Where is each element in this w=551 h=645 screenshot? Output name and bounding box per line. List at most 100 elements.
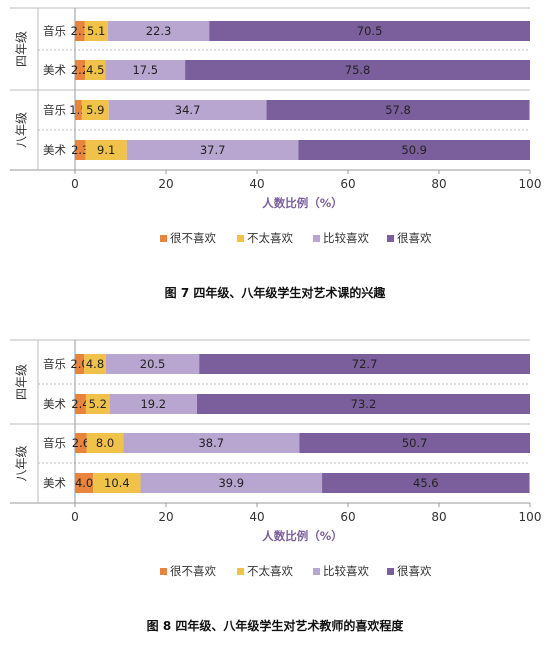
data-label: 2.3 bbox=[71, 143, 89, 157]
legend-entry: 不太喜欢 bbox=[247, 231, 293, 245]
legend-entry: 很喜欢 bbox=[397, 231, 432, 245]
category-label: 美术 bbox=[43, 476, 66, 490]
bar-segment bbox=[108, 100, 267, 120]
data-label: 2.6 bbox=[72, 436, 90, 450]
bar-segment bbox=[75, 473, 94, 493]
legend-entry: 很不喜欢 bbox=[170, 231, 216, 245]
bar-segment bbox=[75, 60, 86, 80]
bar-segment bbox=[126, 140, 299, 160]
bar-segment bbox=[299, 433, 530, 453]
data-label: 70.5 bbox=[357, 24, 383, 38]
data-label: 39.9 bbox=[218, 476, 244, 490]
bar-segment bbox=[75, 433, 87, 453]
data-label: 5.2 bbox=[89, 397, 107, 411]
data-label: 50.7 bbox=[402, 436, 428, 450]
bar-segment bbox=[105, 60, 186, 80]
x-axis-label: 人数比例（%） bbox=[262, 529, 343, 543]
bar-segment bbox=[75, 21, 85, 41]
data-label: 45.6 bbox=[413, 476, 439, 490]
x-tick-label: 80 bbox=[431, 510, 446, 524]
legend-entry: 比较喜欢 bbox=[323, 231, 369, 245]
bar-segment bbox=[86, 433, 124, 453]
data-label: 5.9 bbox=[86, 103, 104, 117]
legend-swatch bbox=[237, 235, 244, 242]
legend-swatch bbox=[313, 235, 320, 242]
group-label: 八年级 bbox=[15, 112, 29, 148]
x-tick-label: 60 bbox=[340, 177, 355, 191]
bar-segment bbox=[105, 354, 200, 374]
data-label: 9.1 bbox=[97, 143, 115, 157]
bar-segment bbox=[266, 100, 530, 120]
data-label: 10.4 bbox=[104, 476, 130, 490]
legend-swatch bbox=[387, 568, 394, 575]
legend-swatch bbox=[237, 568, 244, 575]
legend-entry: 比较喜欢 bbox=[323, 564, 369, 578]
bar-segment bbox=[196, 394, 530, 414]
category-label: 音乐 bbox=[43, 24, 66, 38]
bar-segment bbox=[185, 60, 531, 80]
data-label: 4.8 bbox=[86, 357, 104, 371]
figure-caption: 图 7 四年级、八年级学生对艺术课的兴趣 bbox=[165, 285, 387, 300]
data-label: 38.7 bbox=[198, 436, 224, 450]
group-label: 八年级 bbox=[15, 445, 29, 481]
legend-swatch bbox=[387, 235, 394, 242]
bar-segment bbox=[107, 21, 210, 41]
x-tick-label: 20 bbox=[158, 177, 173, 191]
bar-segment bbox=[298, 140, 530, 160]
bar-segment bbox=[199, 354, 530, 374]
data-label: 34.7 bbox=[175, 103, 201, 117]
bar-segment bbox=[84, 21, 108, 41]
x-axis-label: 人数比例（%） bbox=[262, 196, 343, 210]
x-tick-label: 0 bbox=[71, 510, 79, 524]
x-tick-label: 100 bbox=[519, 177, 542, 191]
data-label: 20.5 bbox=[140, 357, 166, 371]
bar-segment bbox=[75, 100, 82, 120]
data-label: 17.5 bbox=[132, 63, 158, 77]
data-label: 2.2 bbox=[71, 63, 89, 77]
category-label: 美术 bbox=[43, 397, 66, 411]
bar-segment bbox=[85, 140, 127, 160]
x-tick-label: 20 bbox=[158, 510, 173, 524]
data-label: 8.0 bbox=[96, 436, 114, 450]
legend-swatch bbox=[313, 568, 320, 575]
data-label: 73.2 bbox=[351, 397, 377, 411]
x-tick-label: 40 bbox=[249, 177, 264, 191]
bar-segment bbox=[75, 140, 86, 160]
data-label: 50.9 bbox=[401, 143, 427, 157]
bar-segment bbox=[75, 394, 86, 414]
category-label: 音乐 bbox=[43, 103, 66, 117]
legend-entry: 很不喜欢 bbox=[170, 564, 216, 578]
data-label: 72.7 bbox=[352, 357, 378, 371]
bar-segment bbox=[123, 433, 300, 453]
bar-segment bbox=[109, 394, 197, 414]
x-tick-label: 60 bbox=[340, 510, 355, 524]
bar-segment bbox=[322, 473, 530, 493]
bar-segment bbox=[93, 473, 141, 493]
data-label: 75.8 bbox=[345, 63, 371, 77]
bar-segment bbox=[209, 21, 530, 41]
legend-entry: 很喜欢 bbox=[397, 564, 432, 578]
data-label: 22.3 bbox=[146, 24, 172, 38]
data-label: 4.5 bbox=[86, 63, 104, 77]
bar-segment bbox=[140, 473, 323, 493]
group-label: 四年级 bbox=[15, 31, 29, 67]
category-label: 美术 bbox=[43, 63, 66, 77]
figure-caption: 图 8 四年级、八年级学生对艺术教师的喜欢程度 bbox=[147, 618, 405, 633]
data-label: 4.0 bbox=[75, 476, 93, 490]
bar-segment bbox=[85, 60, 106, 80]
data-label: 19.2 bbox=[140, 397, 166, 411]
legend-swatch bbox=[160, 568, 167, 575]
x-tick-label: 0 bbox=[71, 177, 79, 191]
data-label: 2.1 bbox=[71, 24, 89, 38]
category-label: 美术 bbox=[43, 143, 66, 157]
data-label: 2.4 bbox=[71, 397, 89, 411]
category-label: 音乐 bbox=[43, 357, 66, 371]
bar-segment bbox=[85, 394, 110, 414]
legend-swatch bbox=[160, 235, 167, 242]
bar-segment bbox=[75, 354, 85, 374]
data-label: 37.7 bbox=[200, 143, 226, 157]
